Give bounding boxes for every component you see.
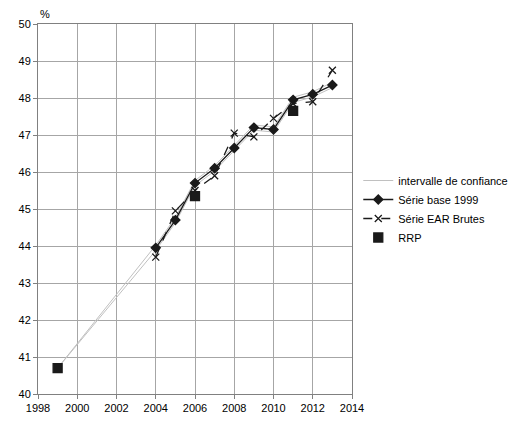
- svg-text:2000: 2000: [65, 402, 89, 414]
- svg-text:44: 44: [19, 240, 31, 252]
- svg-text:1998: 1998: [26, 402, 50, 414]
- svg-text:Série base 1999: Série base 1999: [398, 194, 478, 206]
- svg-text:RRP: RRP: [398, 232, 421, 244]
- svg-text:2010: 2010: [261, 402, 285, 414]
- svg-text:50: 50: [19, 18, 31, 30]
- svg-text:Série EAR Brutes: Série EAR Brutes: [398, 213, 485, 225]
- svg-text:2004: 2004: [144, 402, 168, 414]
- svg-text:46: 46: [19, 166, 31, 178]
- svg-text:43: 43: [19, 277, 31, 289]
- svg-text:47: 47: [19, 129, 31, 141]
- svg-text:42: 42: [19, 314, 31, 326]
- svg-text:%: %: [40, 8, 50, 20]
- svg-text:48: 48: [19, 92, 31, 104]
- svg-text:49: 49: [19, 55, 31, 67]
- svg-text:2012: 2012: [301, 402, 325, 414]
- svg-text:2006: 2006: [183, 402, 207, 414]
- svg-text:intervalle de confiance: intervalle de confiance: [398, 175, 507, 187]
- svg-text:2008: 2008: [222, 402, 246, 414]
- svg-text:45: 45: [19, 203, 31, 215]
- svg-text:2014: 2014: [340, 402, 364, 414]
- svg-text:2002: 2002: [104, 402, 128, 414]
- svg-text:41: 41: [19, 351, 31, 363]
- svg-text:40: 40: [19, 388, 31, 400]
